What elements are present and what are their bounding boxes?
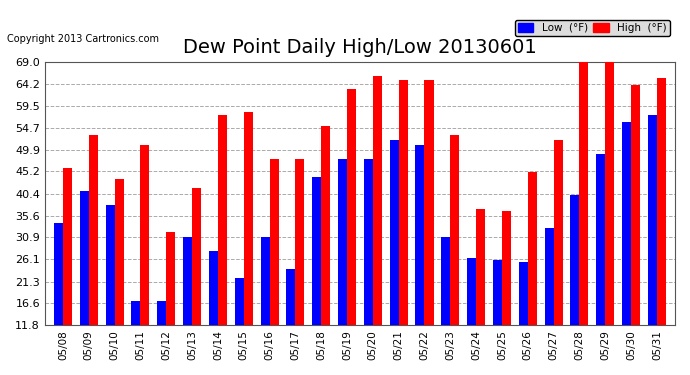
Bar <box>553 140 562 375</box>
Text: Copyright 2013 Cartronics.com: Copyright 2013 Cartronics.com <box>7 34 159 44</box>
Bar <box>622 122 631 375</box>
Bar <box>115 179 124 375</box>
Bar <box>295 159 304 375</box>
Bar <box>157 301 166 375</box>
Bar <box>270 159 279 375</box>
Bar <box>286 269 295 375</box>
Bar <box>528 172 537 375</box>
Bar <box>261 237 270 375</box>
Bar <box>218 115 227 375</box>
Bar <box>580 62 589 375</box>
Bar <box>312 177 321 375</box>
Bar <box>544 228 553 375</box>
Bar <box>364 159 373 375</box>
Legend: Low  (°F), High  (°F): Low (°F), High (°F) <box>515 20 670 36</box>
Bar <box>373 76 382 375</box>
Bar <box>596 154 605 375</box>
Bar <box>89 135 98 375</box>
Bar <box>140 145 150 375</box>
Bar <box>183 237 192 375</box>
Title: Dew Point Daily High/Low 20130601: Dew Point Daily High/Low 20130601 <box>183 38 537 57</box>
Bar <box>244 112 253 375</box>
Bar <box>347 89 356 375</box>
Bar <box>467 258 476 375</box>
Bar <box>605 62 614 375</box>
Bar <box>166 232 175 375</box>
Bar <box>476 209 485 375</box>
Bar <box>235 278 244 375</box>
Bar <box>648 115 657 375</box>
Bar <box>80 191 89 375</box>
Bar <box>493 260 502 375</box>
Bar <box>321 126 331 375</box>
Bar <box>571 195 580 375</box>
Bar <box>54 223 63 375</box>
Bar <box>209 251 218 375</box>
Bar <box>519 262 528 375</box>
Bar <box>399 80 408 375</box>
Bar <box>451 135 460 375</box>
Bar <box>192 189 201 375</box>
Bar <box>631 85 640 375</box>
Bar <box>106 205 115 375</box>
Bar <box>442 237 451 375</box>
Bar <box>424 80 433 375</box>
Bar <box>338 159 347 375</box>
Bar <box>657 78 666 375</box>
Bar <box>390 140 399 375</box>
Bar <box>63 168 72 375</box>
Bar <box>131 301 140 375</box>
Bar <box>502 211 511 375</box>
Bar <box>415 145 424 375</box>
